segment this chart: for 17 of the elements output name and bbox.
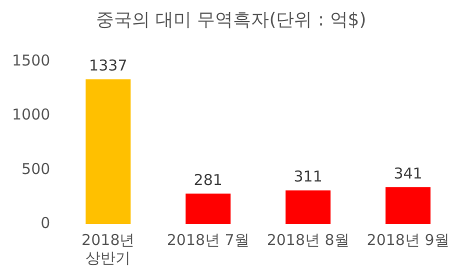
data-label: 341 [394, 164, 422, 182]
x-tick-label: 2018년 9월 [366, 230, 450, 249]
data-label: 311 [294, 168, 322, 186]
bar [286, 190, 331, 224]
data-label: 281 [194, 170, 222, 189]
data-label: 1337 [89, 56, 128, 75]
y-tick-label: 500 [22, 160, 50, 178]
bar [86, 79, 131, 224]
bar [386, 187, 431, 224]
y-tick-label: 1500 [12, 51, 50, 70]
y-tick-label: 0 [40, 214, 50, 232]
x-tick-label: 2018년 7월 [166, 230, 250, 249]
chart-title: 중국의 대미 무역흑자(단위 : 억$) [96, 9, 366, 30]
x-tick-label: 2018년 상반기 [82, 230, 135, 267]
bar [186, 194, 231, 224]
y-tick-label: 1000 [12, 106, 50, 124]
x-tick-label: 2018년 8월 [266, 230, 350, 249]
